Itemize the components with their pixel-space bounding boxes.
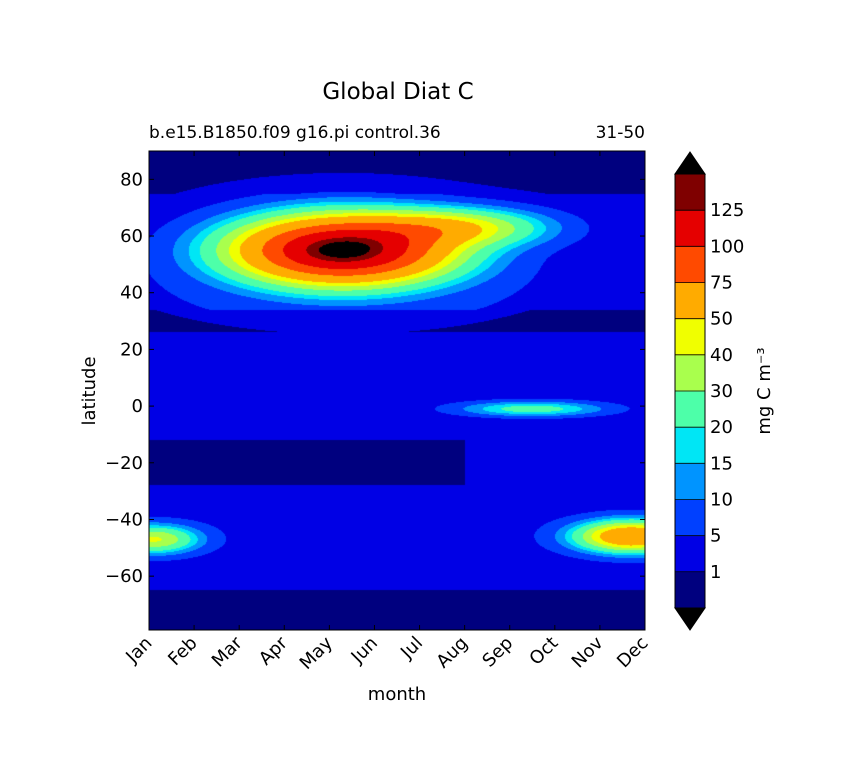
chart-subtitle-left: b.e15.B1850.f09 g16.pi control.36	[149, 123, 441, 143]
y-tick-label: −60	[105, 566, 143, 587]
y-tick-label: 80	[120, 169, 143, 190]
x-tick-label: Oct	[525, 633, 562, 670]
colorbar-tick-label: 15	[710, 453, 733, 474]
colorbar-tick-label: 50	[710, 309, 733, 330]
x-axis-label: month	[368, 684, 426, 705]
colorbar-swatch	[675, 463, 705, 500]
x-tick-label: Aug	[432, 633, 472, 673]
contour-canvas	[149, 151, 645, 630]
y-axis-label: latitude	[79, 356, 100, 425]
y-tick-label: 0	[132, 396, 143, 417]
colorbar-tick-label: 125	[710, 200, 744, 221]
colorbar-tick-label: 75	[710, 273, 733, 294]
colorbar-swatch	[675, 318, 705, 356]
colorbar-swatch	[675, 246, 705, 283]
x-tick-label: Sep	[478, 633, 517, 672]
x-tick-label: Jul	[396, 633, 427, 664]
x-tick-label: Apr	[255, 632, 292, 669]
colorbar-tick-label: 20	[710, 417, 733, 438]
colorbar-tick-label: 1	[710, 562, 721, 583]
colorbar-tick-label: 5	[710, 526, 721, 547]
colorbar-tick-label: 100	[710, 236, 744, 257]
x-tick-label: Jun	[347, 633, 382, 668]
colorbar-swatch	[675, 535, 705, 573]
x-tick-label: Nov	[568, 632, 608, 672]
colorbar-swatch	[675, 427, 705, 464]
x-tick-label: Dec	[613, 633, 652, 672]
colorbar-tick-label: 40	[710, 345, 733, 366]
plot-area	[148, 150, 646, 631]
colorbar-swatch	[675, 174, 705, 211]
colorbar-swatch	[675, 499, 705, 537]
colorbar-extend-max	[674, 151, 706, 175]
y-tick-label: 60	[120, 226, 143, 247]
colorbar-swatch	[675, 354, 705, 392]
x-tick-label: Jan	[121, 633, 156, 668]
colorbar-extend-min	[674, 607, 706, 631]
x-tick-label: May	[296, 632, 337, 673]
x-tick-label: Mar	[208, 632, 247, 671]
y-tick-label: −20	[105, 453, 143, 474]
chart-title: Global Diat C	[322, 79, 473, 105]
colorbar-tick-label: 30	[710, 381, 733, 402]
chart-subtitle-right: 31-50	[596, 123, 645, 143]
colorbar-swatch	[675, 210, 705, 247]
colorbar-tick-label: 10	[710, 490, 733, 511]
y-tick-label: 40	[120, 283, 143, 304]
y-tick-label: −40	[105, 509, 143, 530]
colorbar-swatch	[675, 571, 705, 609]
colorbar-swatch	[675, 391, 705, 428]
plot-frame	[148, 150, 646, 631]
colorbar-label: mg C m⁻³	[754, 347, 775, 434]
y-tick-label: 20	[120, 339, 143, 360]
colorbar-swatch	[675, 282, 705, 320]
contour-field	[149, 151, 645, 630]
y-axis: 80 60 40 20 0 −20 −40 −60	[105, 169, 645, 587]
x-tick-label: Feb	[164, 633, 201, 670]
